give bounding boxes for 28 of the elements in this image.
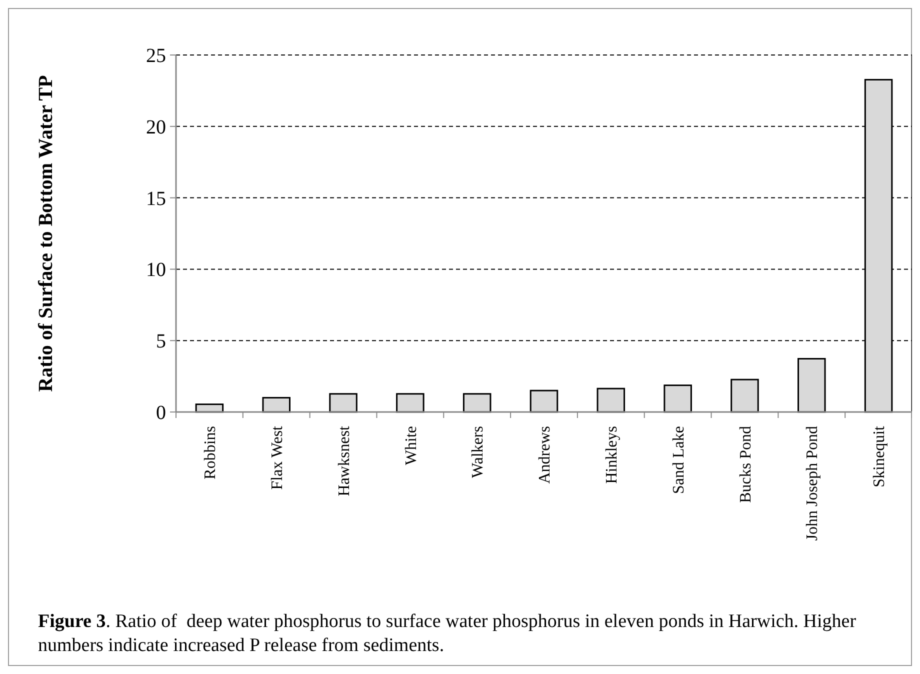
bar — [530, 390, 558, 413]
x-tick-label: White — [402, 426, 420, 466]
bar — [664, 384, 692, 413]
x-tick-label: John Joseph Pond — [804, 426, 822, 541]
bar — [462, 393, 492, 413]
bar — [329, 393, 358, 413]
x-tick-label: Sand Lake — [670, 426, 688, 494]
y-tick-label: 20 — [146, 116, 166, 138]
y-axis-title: Ratio of Surface to Bottom Water TP — [35, 75, 57, 392]
x-tick-label: Hinkleys — [604, 426, 621, 484]
bar — [798, 358, 826, 413]
x-tick-label: Walkers — [470, 426, 487, 478]
x-tick-label: Bucks Pond — [737, 426, 754, 503]
bar — [596, 388, 626, 413]
y-tick-label: 15 — [146, 188, 166, 210]
x-tick-label: Robbins — [202, 426, 220, 480]
bar — [730, 378, 759, 413]
y-tick-label: 0 — [156, 402, 166, 424]
x-tick-label: Andrews — [536, 426, 554, 484]
bar — [396, 393, 424, 413]
x-tick-label: Skinequit — [871, 425, 888, 488]
caption: Figure 3. Ratio of deep water phosphorus to surface water phosphorus in eleven ponds in Harwich. Higher numbers indicate increased P release from sediments. — [38, 610, 858, 658]
x-tick-label: Hawksnest — [336, 425, 353, 496]
y-tick-label: 10 — [146, 259, 166, 282]
y-tick-label: 5 — [156, 330, 166, 353]
y-tick-label: 25 — [146, 45, 166, 67]
x-tick-label: Flax West — [268, 425, 286, 490]
bar — [262, 396, 290, 413]
